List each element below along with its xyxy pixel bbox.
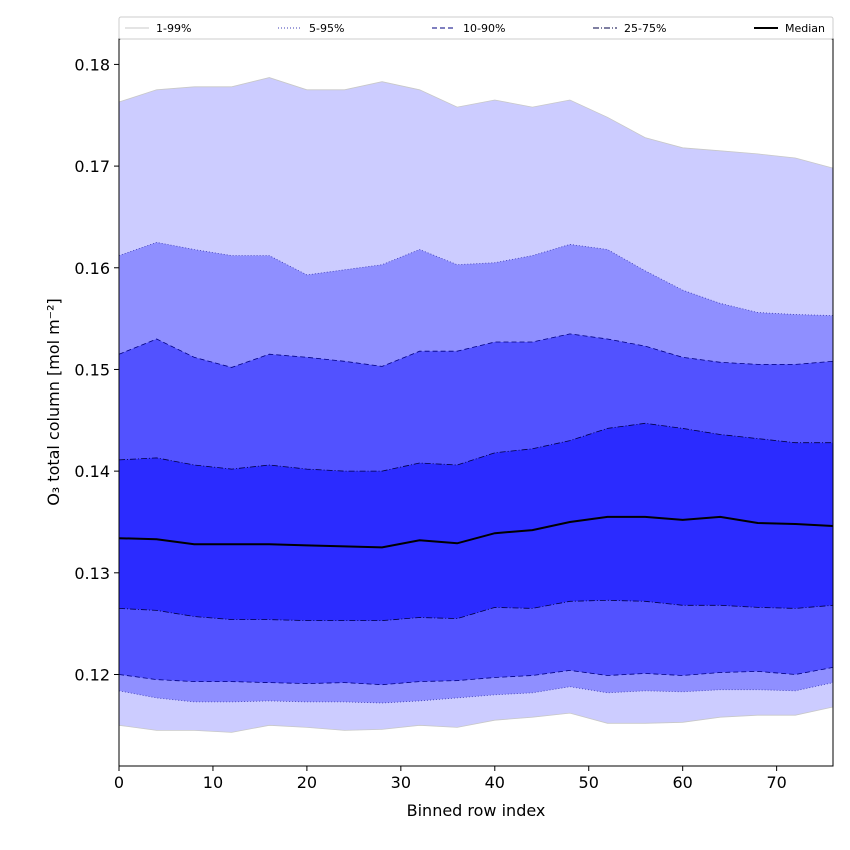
band-10-90pct-lower-edge — [118, 667, 834, 686]
legend-box — [118, 16, 834, 40]
percentile-bands — [118, 77, 834, 733]
y-axis: 0.12 0.13 0.14 0.15 0.16 0.17 0.18 — [74, 55, 119, 684]
x-tick-label: 70 — [766, 773, 786, 792]
x-tick-label: 40 — [485, 773, 505, 792]
y-tick-label: 0.14 — [74, 462, 110, 481]
legend-label-5-95pct: 5-95% — [309, 22, 344, 35]
legend-label-10-90pct: 10-90% — [463, 22, 505, 35]
y-tick-label: 0.17 — [74, 157, 110, 176]
band-1-99pct-lower-edge — [118, 706, 834, 733]
legend-label-25-75pct: 25-75% — [624, 22, 666, 35]
band-5-95pct-lower-edge — [118, 682, 834, 704]
legend-label-Median: Median — [785, 22, 825, 35]
median-line — [118, 515, 834, 549]
band-25-75pct — [119, 423, 833, 621]
legend: 1-99% 5-95% 10-90% 25-75% Median — [118, 16, 834, 40]
band-5-95pct-upper-edge — [118, 241, 834, 316]
x-tick-label: 60 — [673, 773, 693, 792]
band-25-75pct-lower-edge — [118, 599, 834, 621]
x-axis-label: Binned row index — [407, 801, 546, 820]
y-tick-label: 0.12 — [74, 665, 110, 684]
x-axis: 0 10 20 30 40 50 60 70 — [114, 766, 787, 792]
x-tick-label: 30 — [391, 773, 411, 792]
x-tick-label: 20 — [297, 773, 317, 792]
y-tick-label: 0.18 — [74, 55, 110, 74]
x-tick-label: 0 — [114, 773, 124, 792]
band-1-99pct-upper-edge — [118, 77, 834, 169]
x-tick-label: 50 — [579, 773, 599, 792]
x-tick-label: 10 — [203, 773, 223, 792]
legend-label-1-99pct: 1-99% — [156, 22, 191, 35]
y-tick-label: 0.16 — [74, 259, 110, 278]
y-axis-label: O₃ total column [mol m⁻²] — [44, 298, 63, 506]
y-tick-label: 0.13 — [74, 564, 110, 583]
y-tick-label: 0.15 — [74, 360, 110, 379]
band-25-75pct-upper-edge — [118, 422, 833, 472]
median-layer — [118, 515, 834, 549]
band-10-90pct-upper-edge — [118, 333, 834, 368]
